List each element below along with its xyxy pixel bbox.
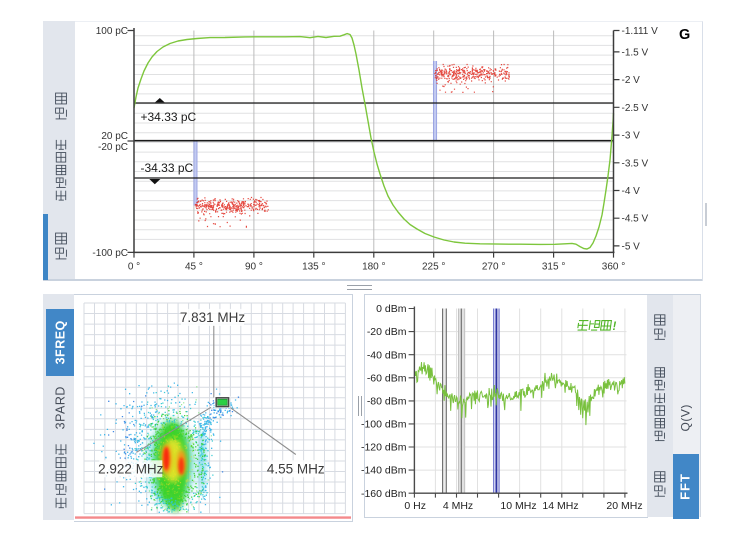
svg-text:-1.111 V: -1.111 V [622, 26, 659, 37]
svg-text:-60 dBm: -60 dBm [367, 372, 407, 384]
svg-text:Q(V): Q(V) [679, 404, 693, 431]
svg-text:-3.5 V: -3.5 V [622, 158, 649, 169]
svg-text:+34.33 pC: +34.33 pC [141, 110, 197, 124]
svg-text:!: ! [613, 321, 617, 333]
svg-text:14 MHz: 14 MHz [542, 500, 578, 512]
svg-text:FFT: FFT [678, 473, 693, 500]
svg-text:0 Hz: 0 Hz [404, 500, 426, 512]
svg-text:-34.33 pC: -34.33 pC [141, 161, 194, 175]
svg-text:-4 V: -4 V [622, 186, 641, 197]
svg-text:315 °: 315 ° [542, 262, 565, 273]
svg-text:10 MHz: 10 MHz [500, 500, 536, 512]
svg-text:-140 dBm: -140 dBm [361, 465, 407, 477]
svg-text:-20 pC: -20 pC [98, 142, 128, 153]
svg-text:-120 dBm: -120 dBm [361, 442, 407, 454]
svg-text:4.55 MHz: 4.55 MHz [267, 461, 325, 476]
svg-text:3PARD: 3PARD [54, 386, 68, 429]
svg-text:4 MHz: 4 MHz [443, 500, 473, 512]
svg-text:-80 dBm: -80 dBm [367, 396, 407, 408]
svg-text:0 °: 0 ° [128, 262, 140, 273]
svg-text:-160 dBm: -160 dBm [361, 488, 407, 500]
svg-text:90 °: 90 ° [245, 262, 263, 273]
svg-text:20 pC: 20 pC [101, 131, 128, 142]
svg-text:20 MHz: 20 MHz [606, 500, 642, 512]
svg-text:-2.5 V: -2.5 V [622, 103, 649, 114]
svg-text:7.831 MHz: 7.831 MHz [180, 310, 246, 325]
svg-text:-100 pC: -100 pC [92, 248, 128, 259]
svg-text:45 °: 45 ° [185, 262, 203, 273]
svg-text:-100 dBm: -100 dBm [361, 419, 407, 431]
svg-text:G: G [679, 27, 690, 43]
svg-text:-5 V: -5 V [622, 241, 641, 252]
svg-text:180 °: 180 ° [362, 262, 385, 273]
svg-text:135 °: 135 ° [302, 262, 325, 273]
svg-text:-1.5 V: -1.5 V [622, 47, 649, 58]
svg-text:270 °: 270 ° [482, 262, 505, 273]
svg-text:-4.5 V: -4.5 V [622, 214, 649, 225]
svg-text:-3 V: -3 V [622, 131, 641, 142]
svg-text:-20 dBm: -20 dBm [367, 326, 407, 338]
svg-text:-40 dBm: -40 dBm [367, 349, 407, 361]
svg-text:2.922 MHz: 2.922 MHz [98, 461, 164, 476]
svg-text:360 °: 360 ° [602, 262, 625, 273]
svg-text:-2 V: -2 V [622, 75, 641, 86]
svg-text:3FREQ: 3FREQ [54, 320, 68, 364]
svg-text:225 °: 225 ° [422, 262, 445, 273]
svg-text:0 dBm: 0 dBm [376, 303, 407, 315]
svg-text:100 pC: 100 pC [96, 26, 128, 37]
